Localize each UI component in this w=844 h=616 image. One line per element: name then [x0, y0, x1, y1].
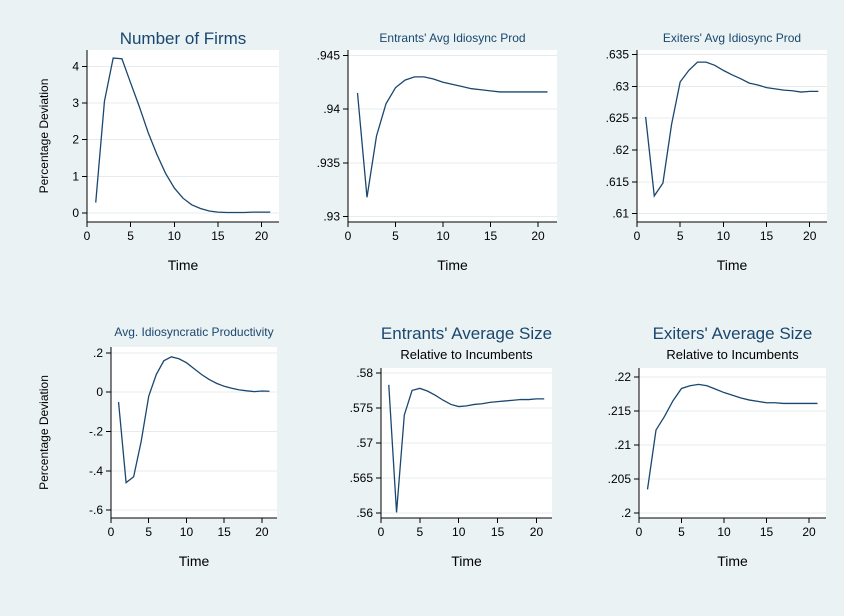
- y-tick-label: .565: [350, 471, 374, 485]
- x-axis-label: Time: [437, 257, 468, 273]
- x-tick-label: 5: [417, 525, 424, 539]
- plot-area: [637, 50, 827, 222]
- y-tick-label: .21: [614, 438, 631, 452]
- panel-5: .56 .565 .57 .575 .58 0 5 10 15 20 Time Entrants' A…: [350, 324, 552, 569]
- plot-area: [348, 50, 557, 222]
- plot-area: [87, 50, 279, 222]
- panel-4: -.6 -.4 -.2 0 .2 0 5 10 15 20 Time Percentage Devia…: [37, 325, 277, 569]
- chart-title: Entrants' Avg Idiosync Prod: [379, 31, 525, 45]
- series-line: [117, 356, 270, 484]
- y-axis-label: Percentage Deviation: [37, 375, 51, 490]
- y-tick-label: -.6: [89, 503, 103, 517]
- x-tick-label: 5: [392, 229, 399, 243]
- x-tick-label: 20: [530, 525, 544, 539]
- y-tick-label: .63: [612, 79, 629, 93]
- panel-6: .2 .205 .21 .215 .22 0 5 10 15 20 Time Exiters' Ave…: [608, 324, 826, 569]
- x-tick-label: 0: [84, 229, 91, 243]
- x-tick-label: 10: [452, 525, 466, 539]
- x-tick-label: 20: [531, 229, 545, 243]
- y-tick-label: .93: [323, 210, 340, 224]
- y-tick-label: 2: [72, 133, 79, 147]
- chart-subtitle: Relative to Incumbents: [666, 347, 799, 362]
- x-tick-label: 0: [634, 229, 641, 243]
- panel-3: .61 .615 .62 .625 .63 .635 0 5 10 15 20 Time Exiters…: [606, 31, 827, 273]
- x-tick-label: 15: [484, 229, 498, 243]
- y-axis-label: Percentage Deviation: [37, 79, 51, 194]
- x-tick-label: 20: [803, 229, 817, 243]
- x-tick-label: 15: [760, 525, 774, 539]
- y-tick-label: 0: [96, 385, 103, 399]
- y-tick-label: 0: [72, 206, 79, 220]
- x-tick-label: 10: [180, 525, 194, 539]
- y-tick-label: .22: [614, 370, 631, 384]
- y-tick-label: .635: [606, 47, 630, 61]
- x-tick-label: 15: [218, 525, 232, 539]
- chart-title: Entrants' Average Size: [381, 324, 552, 343]
- x-tick-label: 5: [145, 525, 152, 539]
- y-tick-label: .61: [612, 207, 629, 221]
- chart-subtitle: Relative to Incumbents: [400, 347, 533, 362]
- y-tick-label: .945: [317, 48, 341, 62]
- chart-title: Exiters' Avg Idiosync Prod: [663, 31, 801, 45]
- x-tick-label: 15: [211, 229, 225, 243]
- y-tick-label: .58: [356, 366, 373, 380]
- x-tick-label: 5: [678, 525, 685, 539]
- x-tick-label: 0: [345, 229, 352, 243]
- series-line: [95, 57, 271, 214]
- y-tick-label: .625: [606, 111, 630, 125]
- x-tick-label: 10: [436, 229, 450, 243]
- y-tick-label: .2: [621, 506, 631, 520]
- x-tick-label: 5: [127, 229, 134, 243]
- x-tick-label: 15: [491, 525, 505, 539]
- x-tick-label: 5: [677, 229, 684, 243]
- chart-title: Number of Firms: [120, 29, 247, 48]
- series-line: [356, 76, 548, 198]
- y-tick-label: 1: [72, 169, 79, 183]
- y-tick-label: .215: [608, 404, 632, 418]
- x-axis-label: Time: [168, 257, 199, 273]
- y-tick-label: -.2: [89, 425, 103, 439]
- y-tick-label: .62: [612, 143, 629, 157]
- x-axis-label: Time: [717, 553, 748, 569]
- y-tick-label: 3: [72, 96, 79, 110]
- y-tick-label: -.4: [89, 464, 103, 478]
- y-tick-label: .935: [317, 156, 341, 170]
- chart-title: Exiters' Average Size: [653, 324, 813, 343]
- x-axis-label: Time: [717, 257, 748, 273]
- chart-title: Avg. Idiosyncratic Productivity: [114, 325, 273, 339]
- x-tick-label: 0: [378, 525, 385, 539]
- y-tick-label: 4: [72, 59, 79, 73]
- x-tick-label: 15: [760, 229, 774, 243]
- x-tick-label: 0: [108, 525, 115, 539]
- plot-area: [111, 347, 277, 518]
- series-line: [388, 384, 545, 513]
- x-tick-label: 20: [255, 229, 269, 243]
- x-tick-label: 0: [636, 525, 643, 539]
- panel-2: .93 .935 .94 .945 0 5 10 15 20 Time Entrants' Avg …: [317, 31, 557, 273]
- x-tick-label: 10: [168, 229, 182, 243]
- x-axis-label: Time: [179, 553, 210, 569]
- plot-area: [639, 368, 826, 518]
- x-axis-label: Time: [451, 553, 482, 569]
- y-tick-label: .2: [93, 346, 103, 360]
- y-tick-label: .615: [606, 175, 630, 189]
- x-tick-label: 10: [717, 525, 731, 539]
- series-line: [644, 61, 819, 198]
- x-tick-label: 10: [717, 229, 731, 243]
- y-tick-label: .575: [350, 401, 374, 415]
- y-tick-label: .94: [323, 102, 340, 116]
- y-tick-label: .56: [356, 506, 373, 520]
- y-tick-label: .205: [608, 472, 632, 486]
- x-tick-label: 20: [255, 525, 269, 539]
- y-tick-label: .57: [356, 436, 373, 450]
- x-tick-label: 20: [802, 525, 816, 539]
- series-line: [646, 383, 818, 490]
- panel-1: 0 1 2 3 4 0 5 10 15 20 Time Percentage Deviation Num…: [37, 29, 279, 273]
